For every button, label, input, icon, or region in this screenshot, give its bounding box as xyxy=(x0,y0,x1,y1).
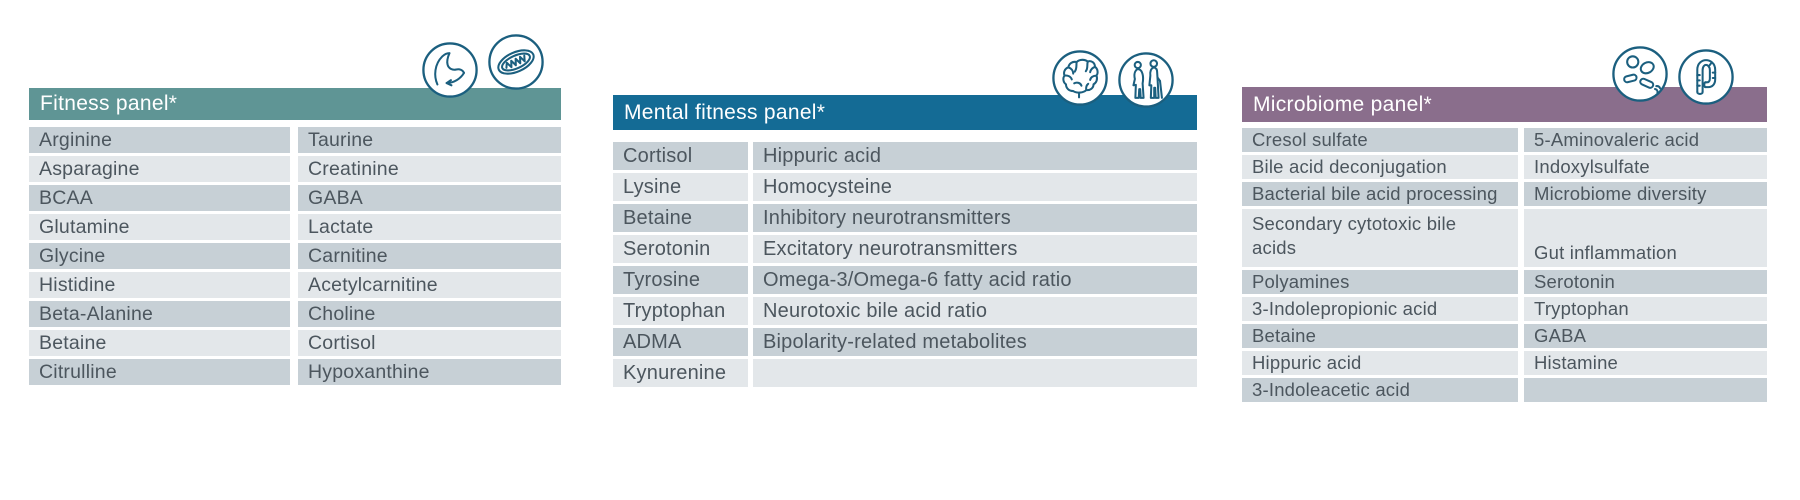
metabolite-cell xyxy=(753,359,1197,387)
table-row: Kynurenine xyxy=(613,359,1197,387)
table-row: BCAA GABA xyxy=(29,185,561,211)
metabolite-cell: Betaine xyxy=(613,204,748,232)
metabolite-cell: GABA xyxy=(298,185,561,211)
table-row: Bile acid deconjugation Indoxylsulfate xyxy=(1242,155,1767,179)
table-row: Serotonin Excitatory neurotransmitters xyxy=(613,235,1197,263)
metabolite-cell: Lysine xyxy=(613,173,748,201)
microbes-icon xyxy=(1611,45,1669,103)
metabolite-cell: Glycine xyxy=(29,243,290,269)
table-row: Lysine Homocysteine xyxy=(613,173,1197,201)
metabolite-cell: Choline xyxy=(298,301,561,327)
metabolite-cell: Cresol sulfate xyxy=(1242,128,1518,152)
metabolite-cell: Beta-Alanine xyxy=(29,301,290,327)
metabolite-cell: Taurine xyxy=(298,127,561,153)
metabolite-cell: ADMA xyxy=(613,328,748,356)
table-row: ADMA Bipolarity-related metabolites xyxy=(613,328,1197,356)
table-row: Beta-Alanine Choline xyxy=(29,301,561,327)
fitness-panel: Fitness panel* Arginine Taurine Asparagin… xyxy=(29,34,561,388)
metabolite-cell: Citrulline xyxy=(29,359,290,385)
metabolite-cell: Homocysteine xyxy=(753,173,1197,201)
metabolite-cell: Hippuric acid xyxy=(753,142,1197,170)
metabolite-cell: Tyrosine xyxy=(613,266,748,294)
table-row: Bacterial bile acid processing Microbiome… xyxy=(1242,182,1767,206)
metabolite-cell: Polyamines xyxy=(1242,270,1518,294)
metabolite-cell: Microbiome diversity xyxy=(1524,182,1767,206)
metabolite-cell: Omega-3/Omega-6 fatty acid ratio xyxy=(753,266,1197,294)
metabolite-cell: Betaine xyxy=(29,330,290,356)
mental-fitness-panel-table: Cortisol Hippuric acid Lysine Homocysteine… xyxy=(613,142,1197,390)
metabolite-cell: Cortisol xyxy=(613,142,748,170)
metabolite-cell xyxy=(1524,378,1767,402)
metabolite-cell: Bipolarity-related metabolites xyxy=(753,328,1197,356)
intestine-icon xyxy=(1677,48,1735,106)
metabolite-cell: Excitatory neurotransmitters xyxy=(753,235,1197,263)
metabolite-cell: Serotonin xyxy=(1524,270,1767,294)
table-row: Betaine Cortisol xyxy=(29,330,561,356)
metabolite-cell: Tryptophan xyxy=(1524,297,1767,321)
table-row: 3-Indoleacetic acid xyxy=(1242,378,1767,402)
metabolite-cell: Acetylcarnitine xyxy=(298,272,561,298)
mental-fitness-panel-header: Mental fitness panel* xyxy=(613,95,1197,130)
metabolite-cell: Secondary cytotoxic bile acids xyxy=(1242,209,1518,267)
microbiome-panel-title: Microbiome panel* xyxy=(1253,92,1433,116)
metabolite-cell: Kynurenine xyxy=(613,359,748,387)
mental-fitness-panel: Mental fitness panel* Cortisol Hippuric a… xyxy=(613,50,1197,390)
table-row: Hippuric acid Histamine xyxy=(1242,351,1767,375)
table-row: Glycine Carnitine xyxy=(29,243,561,269)
metabolite-cell: Neurotoxic bile acid ratio xyxy=(753,297,1197,325)
table-row: Polyamines Serotonin xyxy=(1242,270,1767,294)
metabolite-cell: GABA xyxy=(1524,324,1767,348)
two-people-icon xyxy=(1117,51,1175,109)
table-row: Secondary cytotoxic bile acids Gut inflam… xyxy=(1242,209,1767,267)
table-row: Betaine Inhibitory neurotransmitters xyxy=(613,204,1197,232)
table-row: Cortisol Hippuric acid xyxy=(613,142,1197,170)
mental-fitness-panel-title: Mental fitness panel* xyxy=(624,100,826,124)
metabolite-cell: Arginine xyxy=(29,127,290,153)
metabolite-cell: Creatinine xyxy=(298,156,561,182)
table-row: Citrulline Hypoxanthine xyxy=(29,359,561,385)
metabolite-cell: Glutamine xyxy=(29,214,290,240)
fitness-panel-table: Arginine Taurine Asparagine Creatinine BCA… xyxy=(29,127,561,388)
metabolite-cell: Carnitine xyxy=(298,243,561,269)
table-row: Tyrosine Omega-3/Omega-6 fatty acid ratio xyxy=(613,266,1197,294)
metabolite-cell: 3-Indoleacetic acid xyxy=(1242,378,1518,402)
table-row: Cresol sulfate 5-Aminovaleric acid xyxy=(1242,128,1767,152)
metabolite-cell: Indoxylsulfate xyxy=(1524,155,1767,179)
metabolite-cell: Serotonin xyxy=(613,235,748,263)
metabolite-cell: Asparagine xyxy=(29,156,290,182)
table-row: Glutamine Lactate xyxy=(29,214,561,240)
metabolite-cell: Histidine xyxy=(29,272,290,298)
table-row: 3-Indolepropionic acid Tryptophan xyxy=(1242,297,1767,321)
table-row: Betaine GABA xyxy=(1242,324,1767,348)
microbiome-panel: Microbiome panel* Cresol sulfate 5-Aminov… xyxy=(1242,46,1767,405)
metabolite-cell: Bacterial bile acid processing xyxy=(1242,182,1518,206)
metabolite-cell: Betaine xyxy=(1242,324,1518,348)
fitness-panel-header: Fitness panel* xyxy=(29,88,561,120)
flexed-arm-icon xyxy=(421,41,479,99)
table-row: Arginine Taurine xyxy=(29,127,561,153)
mitochondria-icon xyxy=(487,33,545,91)
metabolite-cell: 3-Indolepropionic acid xyxy=(1242,297,1518,321)
microbiome-panel-header: Microbiome panel* xyxy=(1242,87,1767,122)
metabolite-cell: Gut inflammation xyxy=(1524,209,1767,267)
brain-icon xyxy=(1051,49,1109,107)
table-row: Histidine Acetylcarnitine xyxy=(29,272,561,298)
metabolite-cell: Cortisol xyxy=(298,330,561,356)
metabolite-cell: 5-Aminovaleric acid xyxy=(1524,128,1767,152)
metabolite-cell: Hippuric acid xyxy=(1242,351,1518,375)
table-row: Tryptophan Neurotoxic bile acid ratio xyxy=(613,297,1197,325)
metabolite-cell: Inhibitory neurotransmitters xyxy=(753,204,1197,232)
fitness-panel-title: Fitness panel* xyxy=(40,92,178,115)
metabolite-cell: Tryptophan xyxy=(613,297,748,325)
metabolite-cell: Histamine xyxy=(1524,351,1767,375)
microbiome-panel-table: Cresol sulfate 5-Aminovaleric acid Bile a… xyxy=(1242,128,1767,405)
metabolite-cell: Bile acid deconjugation xyxy=(1242,155,1518,179)
metabolite-cell: BCAA xyxy=(29,185,290,211)
metabolite-cell: Lactate xyxy=(298,214,561,240)
metabolite-cell: Hypoxanthine xyxy=(298,359,561,385)
table-row: Asparagine Creatinine xyxy=(29,156,561,182)
